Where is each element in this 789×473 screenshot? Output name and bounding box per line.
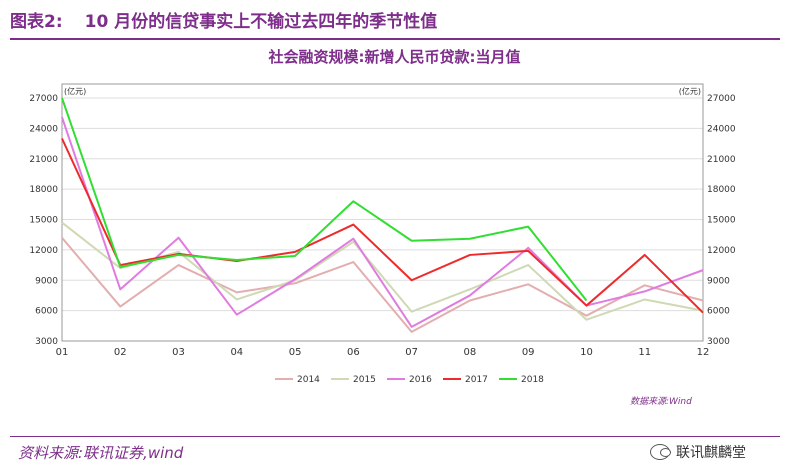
- figure-number: 图表2:: [10, 11, 63, 32]
- legend-label-2015: 2015: [353, 375, 376, 385]
- x-tick-label: 11: [638, 347, 651, 358]
- legend-label-2014: 2014: [297, 375, 320, 385]
- watermark: 联讯麒麟堂: [650, 440, 746, 464]
- legend-label-2018: 2018: [521, 375, 544, 385]
- footer-source: 资料来源:联讯证券,wind: [18, 444, 184, 462]
- figure-title: 10 月份的信贷事实上不输过去四年的季节性值: [84, 11, 438, 32]
- chart-title: 社会融资规模:新增人民币贷款:当月值: [268, 48, 521, 66]
- y-tick-label-left: 21000: [29, 155, 58, 165]
- y-tick-label-right: 27000: [707, 94, 736, 104]
- x-tick-label: 05: [289, 347, 302, 358]
- chart-source-note: 数据来源:Wind: [630, 397, 692, 407]
- y-tick-label-right: 21000: [707, 155, 736, 165]
- y-tick-label-right: 9000: [707, 276, 730, 286]
- y-tick-label-right: 6000: [707, 307, 730, 317]
- footer-divider: [10, 436, 780, 437]
- x-tick-label: 04: [230, 347, 243, 358]
- y-tick-label-left: 12000: [29, 246, 58, 256]
- watermark-text: 联讯麒麟堂: [676, 445, 746, 461]
- figure-header: 图表2: 10 月份的信贷事实上不输过去四年的季节性值: [10, 4, 780, 34]
- y-tick-label-right: 3000: [707, 337, 730, 347]
- wechat-icon: [650, 444, 671, 460]
- y-tick-label-left: 18000: [29, 185, 58, 195]
- plot-frame: [61, 83, 704, 342]
- y-unit-right: (亿元): [679, 86, 701, 96]
- series-line-2016: [61, 116, 704, 328]
- y-tick-label-right: 12000: [707, 246, 736, 256]
- y-tick-label-left: 6000: [35, 307, 58, 317]
- x-tick-label: 12: [697, 347, 710, 358]
- x-tick-label: 07: [405, 347, 418, 358]
- series-line-2018: [61, 97, 588, 302]
- header-divider: [10, 38, 780, 40]
- y-tick-label-right: 24000: [707, 124, 736, 134]
- y-tick-label-left: 24000: [29, 124, 58, 134]
- y-tick-label-left: 27000: [29, 94, 58, 104]
- line-chart: 3000 3000 6000 6000 9000 9000 12000 12000 15000 1…: [29, 83, 736, 385]
- x-tick-label: 01: [56, 347, 69, 358]
- y-unit-left: (亿元): [64, 86, 86, 96]
- x-tick-label: 03: [172, 347, 185, 358]
- y-tick-label-right: 18000: [707, 185, 736, 195]
- x-tick-label: 06: [347, 347, 360, 358]
- y-tick-label-left: 9000: [35, 276, 58, 286]
- x-tick-label: 09: [522, 347, 535, 358]
- x-tick-label: 02: [114, 347, 127, 358]
- y-tick-label-left: 3000: [35, 337, 58, 347]
- series-line-2015: [61, 221, 704, 321]
- legend-label-2017: 2017: [465, 375, 488, 385]
- series-line-2014: [61, 237, 704, 333]
- y-tick-label-left: 15000: [29, 216, 58, 226]
- x-tick-label: 10: [580, 347, 593, 358]
- series-line-2017: [61, 138, 704, 314]
- y-tick-label-right: 15000: [707, 216, 736, 226]
- legend-label-2016: 2016: [409, 375, 432, 385]
- x-tick-label: 08: [464, 347, 477, 358]
